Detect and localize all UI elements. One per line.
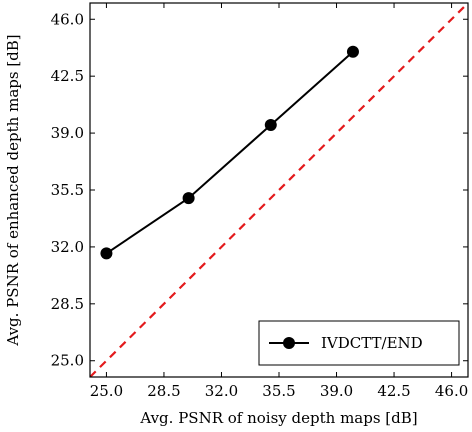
x-tick-label: 25.0 [90, 382, 123, 400]
y-tick-label: 35.5 [51, 181, 84, 199]
ticks-layer: 25.0 28.5 32.0 35.5 39.0 42.5 46.0 25.0 28.5 32.0… [51, 3, 468, 400]
data-point [100, 247, 113, 260]
y-tick-label: 25.0 [51, 352, 84, 370]
data-point [346, 45, 359, 58]
y-tick-label: 39.0 [51, 124, 84, 142]
y-tick-label: 46.0 [51, 10, 84, 28]
x-tick-label: 39.0 [320, 382, 353, 400]
x-tick-label: 35.5 [262, 382, 295, 400]
legend: IVDCTT/END [258, 320, 460, 366]
series-layer [100, 45, 359, 260]
data-point [264, 118, 277, 131]
reference-line-y-equals-x [90, 3, 468, 377]
reference-layer [90, 3, 468, 377]
series-line [105, 51, 354, 255]
x-axis-label: Avg. PSNR of noisy depth maps [dB] [139, 409, 417, 427]
legend-marker-swatch [283, 337, 295, 349]
y-tick-label: 32.0 [51, 238, 84, 256]
x-tick-label: 42.5 [377, 382, 410, 400]
x-tick-label: 28.5 [147, 382, 180, 400]
data-point [182, 192, 195, 205]
legend-label: IVDCTT/END [321, 334, 423, 352]
x-tick-label: 46.0 [435, 382, 468, 400]
y-tick-label: 28.5 [51, 295, 84, 313]
y-axis-label: Avg. PSNR of enhanced depth maps [dB] [4, 34, 22, 346]
x-tick-label: 32.0 [205, 382, 238, 400]
y-tick-label: 42.5 [51, 67, 84, 85]
